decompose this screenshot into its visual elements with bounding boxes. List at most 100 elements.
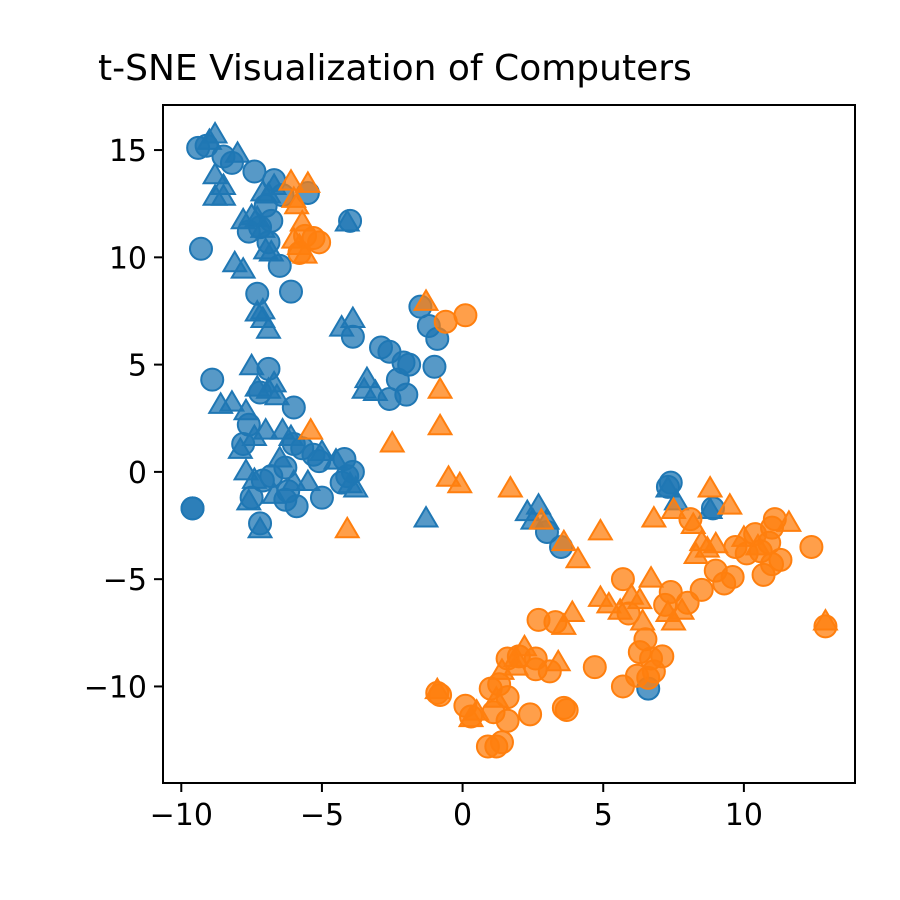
orange-triangle-point — [412, 288, 440, 311]
orange-triangle-point — [502, 653, 530, 676]
orange-circle-point — [489, 730, 514, 755]
y-axis: −10 −5 0 5 10 15 — [84, 134, 163, 705]
x-tick-label: 5 — [594, 798, 613, 833]
plot-frame — [162, 104, 856, 784]
orange-circle-point — [610, 567, 635, 592]
blue-circle-point — [200, 367, 225, 392]
orange-triangle-point — [283, 191, 310, 215]
x-tick-label: −5 — [300, 798, 344, 833]
blue-circle-point — [281, 395, 306, 420]
blue-triangle-point — [362, 378, 389, 401]
orange-triangle-point — [277, 168, 305, 191]
orange-triangle-point — [294, 170, 322, 193]
blue-triangle-point — [238, 352, 265, 376]
orange-circle-point — [495, 708, 520, 733]
x-tick-label: −10 — [150, 798, 213, 833]
orange-triangle-point — [545, 648, 572, 672]
orange-triangle-point — [744, 533, 772, 556]
blue-triangle-point — [263, 382, 291, 406]
blue-circle-point — [309, 485, 334, 510]
blue-triangle-point — [266, 445, 293, 468]
orange-triangle-point — [716, 492, 743, 515]
orange-triangle-point — [291, 241, 319, 264]
blue-triangle-point — [249, 296, 277, 320]
blue-triangle-point — [258, 239, 285, 262]
blue-triangle-point — [294, 468, 322, 492]
y-tick-label: 15 — [109, 134, 147, 169]
x-tick-label: 0 — [453, 798, 472, 833]
orange-circle-point — [307, 230, 332, 255]
orange-triangle-point — [379, 430, 406, 453]
blue-circle-point — [284, 494, 309, 519]
orange-triangle-point — [812, 608, 839, 631]
y-tick-label: −5 — [103, 563, 147, 598]
blue-triangle-point — [235, 487, 262, 511]
orange-circle-point — [582, 655, 607, 680]
orange-triangle-point — [528, 507, 555, 530]
blue-triangle-point — [218, 389, 246, 412]
orange-triangle-point — [426, 412, 454, 436]
orange-triangle-point — [424, 676, 451, 700]
orange-triangle-point — [426, 376, 454, 399]
orange-triangle-point — [559, 599, 586, 622]
y-tick-label: −10 — [84, 670, 147, 705]
orange-triangle-point — [702, 530, 729, 554]
orange-triangle-point — [587, 517, 614, 541]
orange-circle-point — [760, 552, 785, 577]
orange-triangle-point — [488, 657, 516, 680]
plot-marks — [180, 121, 839, 759]
orange-triangle-point — [637, 565, 665, 588]
orange-triangle-point — [497, 475, 524, 498]
orange-circle-point — [518, 702, 543, 727]
orange-triangle-point — [446, 470, 473, 494]
blue-triangle-point — [230, 256, 257, 279]
orange-triangle-point — [483, 685, 510, 708]
orange-circle-point — [689, 577, 714, 602]
orange-circle-point — [650, 644, 675, 669]
orange-triangle-point — [629, 608, 656, 631]
orange-triangle-point — [640, 505, 668, 528]
blue-triangle-point — [334, 209, 361, 232]
x-axis: −10 −5 0 5 10 — [150, 783, 763, 833]
blue-triangle-point — [210, 183, 237, 206]
orange-circle-point — [433, 309, 458, 334]
y-tick-label: 10 — [109, 241, 147, 276]
blue-triangle-point — [246, 515, 274, 539]
blue-triangle-point — [227, 436, 254, 459]
blue-circle-point — [278, 279, 303, 304]
orange-triangle-point — [680, 511, 707, 534]
blue-triangle-point — [241, 466, 268, 489]
orange-circle-point — [526, 607, 551, 632]
orange-circle-point — [554, 698, 579, 723]
y-tick-label: 0 — [128, 456, 147, 491]
orange-triangle-point — [660, 608, 687, 631]
blue-triangle-point — [654, 475, 682, 498]
blue-triangle-point — [277, 423, 305, 447]
orange-triangle-point — [550, 612, 577, 635]
blue-triangle-point — [308, 438, 336, 462]
blue-circle-point — [422, 354, 447, 379]
orange-circle-point — [453, 303, 478, 328]
orange-triangle-point — [463, 698, 490, 721]
blue-circle-point — [242, 159, 267, 184]
orange-triangle-point — [606, 597, 634, 620]
orange-triangle-point — [626, 586, 653, 610]
orange-triangle-point — [511, 633, 538, 657]
orange-triangle-point — [660, 496, 687, 519]
orange-triangle-point — [775, 509, 803, 532]
orange-circle-point — [658, 580, 683, 605]
y-tick-label: 5 — [128, 349, 147, 384]
orange-triangle-point — [289, 209, 316, 232]
blue-triangle-point — [232, 397, 260, 421]
blue-triangle-point — [696, 496, 724, 519]
blue-triangle-point — [412, 505, 440, 528]
orange-triangle-point — [696, 475, 724, 498]
orange-triangle-point — [564, 545, 592, 569]
blue-circle-point — [188, 236, 213, 261]
blue-triangle-point — [224, 140, 251, 163]
x-tick-label: 10 — [725, 798, 763, 833]
blue-triangle-point — [339, 305, 367, 328]
orange-circle-point — [799, 534, 824, 559]
blue-circle-point — [180, 496, 205, 521]
